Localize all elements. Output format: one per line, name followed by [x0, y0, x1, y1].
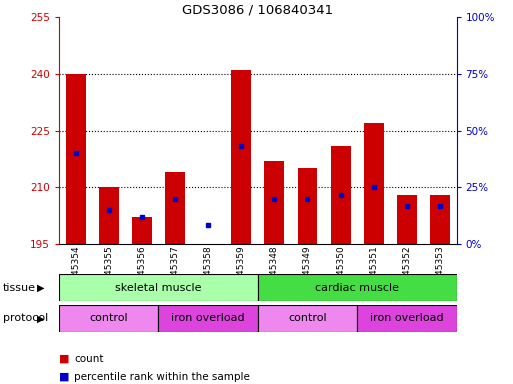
Text: iron overload: iron overload: [171, 313, 245, 323]
Bar: [364, 123, 384, 244]
Bar: [132, 217, 152, 244]
Text: ▶: ▶: [37, 283, 45, 293]
Title: GDS3086 / 106840341: GDS3086 / 106840341: [182, 3, 333, 16]
Bar: [66, 74, 86, 244]
Text: cardiac muscle: cardiac muscle: [315, 283, 399, 293]
Bar: [159, 305, 258, 332]
Bar: [98, 187, 119, 244]
Text: control: control: [89, 313, 128, 323]
Bar: [430, 195, 450, 244]
Text: control: control: [288, 313, 327, 323]
Text: ■: ■: [59, 354, 69, 364]
Text: protocol: protocol: [3, 313, 48, 323]
Bar: [231, 70, 251, 244]
Bar: [357, 305, 457, 332]
Text: iron overload: iron overload: [370, 313, 444, 323]
Bar: [165, 172, 185, 244]
Text: ■: ■: [59, 372, 69, 382]
Bar: [59, 305, 159, 332]
Text: tissue: tissue: [3, 283, 35, 293]
Text: count: count: [74, 354, 104, 364]
Bar: [258, 274, 457, 301]
Bar: [258, 305, 357, 332]
Bar: [331, 146, 350, 244]
Bar: [59, 274, 258, 301]
Text: skeletal muscle: skeletal muscle: [115, 283, 202, 293]
Text: percentile rank within the sample: percentile rank within the sample: [74, 372, 250, 382]
Bar: [397, 195, 417, 244]
Bar: [264, 161, 284, 244]
Text: ▶: ▶: [37, 313, 45, 323]
Bar: [298, 168, 318, 244]
